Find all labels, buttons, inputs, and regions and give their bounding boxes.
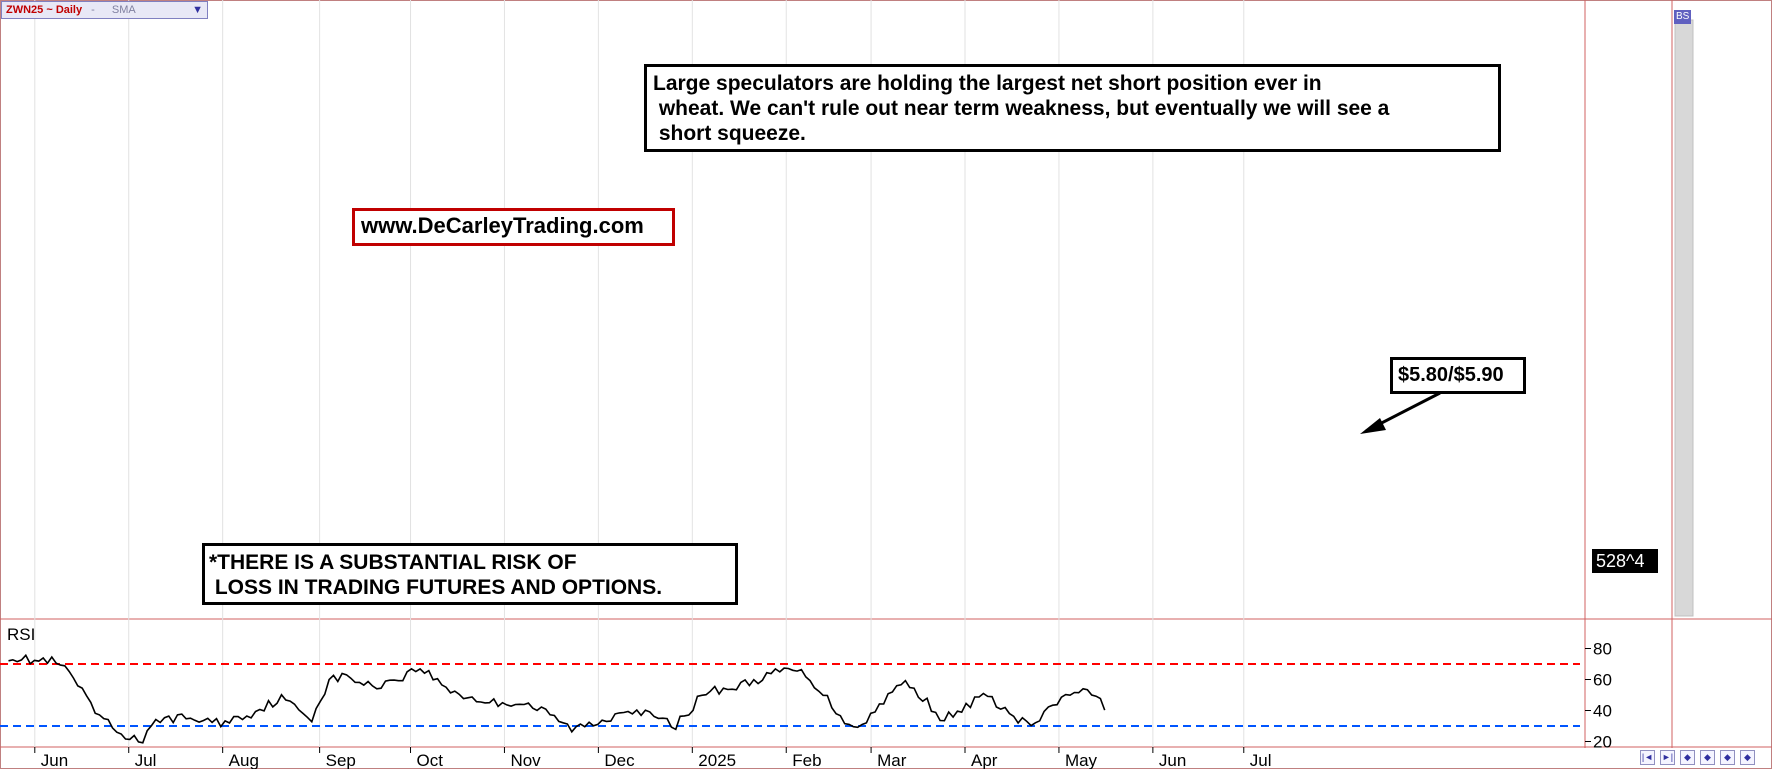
rsi-pane-label: RSI	[7, 625, 36, 644]
compress-icon[interactable]: ◆	[1720, 750, 1735, 765]
chevron-down-icon[interactable]: ▼	[192, 4, 203, 16]
speculators-annotation: Large speculators are holding the larges…	[644, 64, 1501, 152]
target-text: $5.80/$5.90	[1398, 364, 1504, 386]
vertical-scrollbar[interactable]	[1674, 19, 1694, 617]
x-tick-label: Sep	[326, 751, 356, 769]
speculators-text: Large speculators are holding the larges…	[653, 72, 1390, 145]
x-tick-label: Jul	[1250, 751, 1272, 769]
rsi-tick-label: 80	[1593, 640, 1612, 659]
symbol-label: ZWN25 ~ Daily	[6, 4, 83, 16]
x-tick-label: Apr	[971, 751, 998, 769]
x-tick-label: Mar	[877, 751, 907, 769]
risk-text: *THERE IS A SUBSTANTIAL RISK OF LOSS IN …	[209, 551, 663, 599]
last-price-badge: 528^4	[1592, 549, 1658, 573]
x-tick-label: May	[1065, 751, 1098, 769]
x-tick-label: Jul	[135, 751, 157, 769]
legend-separator: -	[91, 4, 95, 16]
symbol-legend[interactable]: ZWN25 ~ Daily - SMA ▼	[1, 1, 208, 19]
x-tick-label: Jun	[41, 751, 68, 769]
x-tick-label: Oct	[417, 751, 444, 769]
rsi-tick-label: 40	[1593, 702, 1612, 721]
x-tick-label: Jun	[1159, 751, 1186, 769]
x-tick-label: 2025	[698, 751, 736, 769]
x-tick-label: Nov	[510, 751, 541, 769]
scroll-end-icon[interactable]: ►|	[1660, 750, 1675, 765]
rsi-line	[8, 653, 1106, 744]
website-annotation: www.DeCarleyTrading.com	[352, 208, 675, 246]
zoom-out-icon[interactable]: ◆	[1700, 750, 1715, 765]
scroll-start-icon[interactable]: |◄	[1640, 750, 1655, 765]
target-arrowhead	[1360, 418, 1386, 434]
risk-disclaimer: *THERE IS A SUBSTANTIAL RISK OF LOSS IN …	[202, 543, 738, 605]
x-tick-label: Dec	[604, 751, 635, 769]
study-label: SMA	[111, 4, 136, 16]
target-annotation: $5.80/$5.90	[1390, 357, 1526, 394]
website-text: www.DeCarleyTrading.com	[361, 213, 644, 238]
zoom-in-icon[interactable]: ◆	[1680, 750, 1695, 765]
x-tick-label: Feb	[792, 751, 821, 769]
chart-navigation[interactable]: |◄ ►| ◆ ◆ ◆ ◆	[1640, 747, 1770, 767]
rsi-tick-label: 20	[1593, 733, 1612, 752]
rsi-tick-label: 60	[1593, 671, 1612, 690]
expand-icon[interactable]: ◆	[1740, 750, 1755, 765]
buy-sell-badge[interactable]: BS	[1674, 10, 1692, 24]
x-tick-label: Aug	[229, 751, 259, 769]
